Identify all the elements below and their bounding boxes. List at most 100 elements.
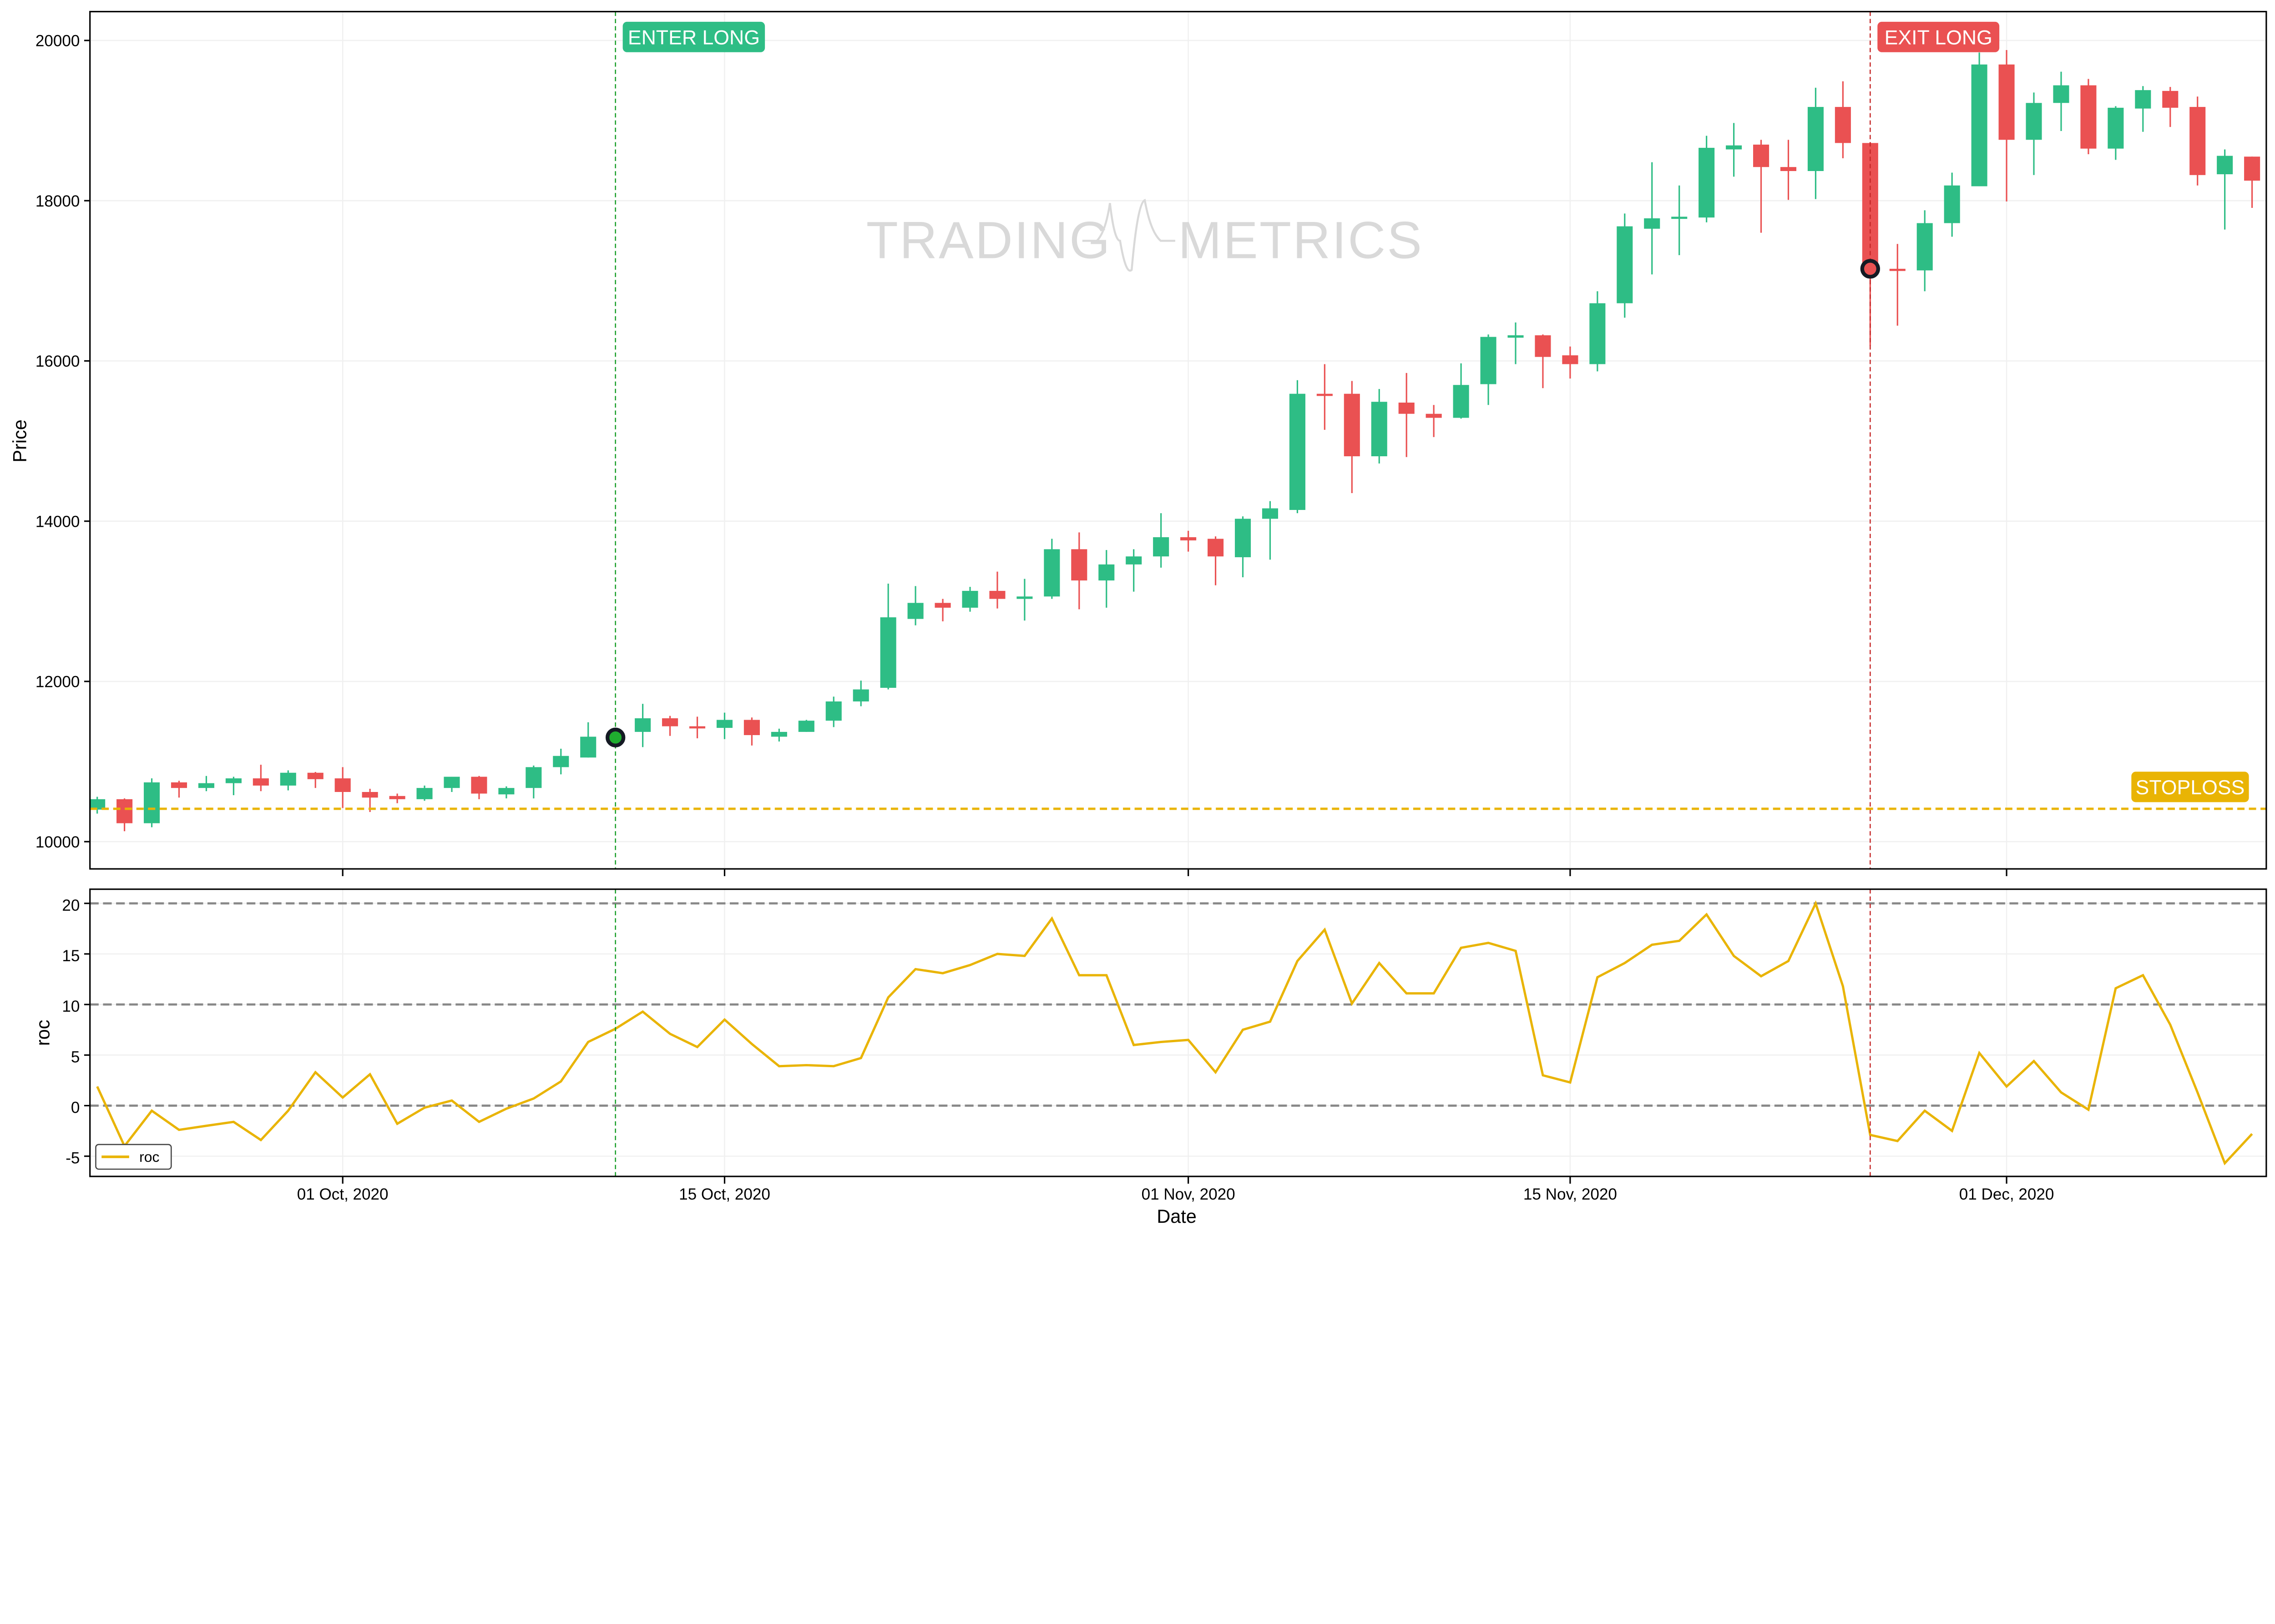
exit-marker: [1860, 259, 1881, 279]
candle-body: [1889, 268, 1906, 271]
candle-down: [1998, 50, 2015, 202]
candle-body: [1535, 335, 1551, 357]
candle-up: [1644, 162, 1660, 275]
legend-roc-label: roc: [139, 1149, 159, 1165]
candle-body: [962, 590, 978, 608]
candle-up: [416, 785, 433, 801]
price-tick-label: 14000: [35, 513, 80, 530]
candle-body: [907, 603, 924, 619]
candle-up: [198, 776, 214, 792]
candle-body: [144, 782, 160, 823]
candle-body: [1371, 402, 1387, 457]
candle-up: [1453, 363, 1469, 419]
price-panel-frame: [89, 10, 2267, 870]
candle-body: [2189, 107, 2206, 175]
candle-body: [580, 736, 597, 758]
candle-down: [1180, 530, 1197, 552]
watermark-wave-icon: [1082, 198, 1175, 272]
date-tick-label: 01 Oct, 2020: [297, 1185, 389, 1203]
candle-body: [2244, 156, 2260, 181]
candle-body: [1126, 556, 1142, 565]
price-tick-label: 16000: [35, 353, 80, 370]
candle-up: [580, 722, 597, 758]
candle-up: [2026, 92, 2042, 175]
candle-body: [689, 726, 706, 729]
candle-body: [171, 782, 187, 788]
candle-down: [662, 716, 678, 736]
candle-down: [471, 776, 487, 799]
candle-body: [1071, 549, 1087, 581]
candle-body: [1699, 147, 1715, 218]
candle-body: [635, 718, 651, 732]
candle-down: [1562, 346, 1578, 379]
candle-up: [526, 765, 542, 799]
candle-body: [334, 778, 351, 792]
candle-body: [798, 721, 814, 732]
candle-body: [471, 777, 487, 794]
exit-label-box: [1877, 21, 2000, 52]
candle-body: [444, 777, 460, 788]
candle-down: [1889, 244, 1906, 326]
candle-up: [144, 778, 160, 827]
candle-body: [1971, 64, 1987, 187]
candle-up: [2053, 71, 2069, 131]
candle-down: [2162, 87, 2179, 127]
price-tick-label: 12000: [35, 673, 80, 691]
roc-tick-label: 5: [71, 1048, 80, 1066]
candle-up: [553, 748, 569, 775]
candle-up: [2217, 149, 2233, 230]
candle-up: [89, 797, 106, 814]
candle-body: [2162, 91, 2179, 108]
candle-down: [116, 798, 133, 832]
stoploss-label: STOPLOSS: [2136, 777, 2245, 799]
enter-label: ENTER LONG: [628, 26, 760, 49]
candle-body: [1344, 393, 1360, 457]
candle-body: [1098, 564, 1115, 581]
enter-label-box: [622, 21, 765, 52]
candle-up: [225, 777, 242, 796]
candle-down: [935, 599, 951, 621]
candle-body: [225, 778, 242, 783]
candle-down: [1316, 364, 1333, 430]
candle-body: [1289, 393, 1305, 510]
candle-up: [444, 777, 460, 792]
date-tick-label: 15 Oct, 2020: [679, 1185, 770, 1203]
candle-down: [689, 716, 706, 738]
candle-body: [1153, 537, 1169, 557]
candle-body: [989, 590, 1006, 599]
candle-up: [880, 584, 896, 690]
candle-body: [1016, 596, 1033, 599]
roc-tick-label: 0: [71, 1099, 80, 1116]
candle-body: [1944, 185, 1960, 223]
candle-body: [1780, 167, 1797, 171]
candle-up: [1234, 516, 1251, 577]
watermark-left: TRADING: [866, 212, 1112, 270]
legend-frame: [95, 1144, 172, 1170]
candle-down: [1344, 381, 1360, 494]
candle-up: [853, 681, 869, 706]
candle-up: [1699, 136, 1715, 222]
watermark-logo: TRADING METRICS: [866, 198, 1422, 272]
stoploss-label-box: [2131, 772, 2249, 802]
enter-marker: [605, 727, 626, 747]
candle-body: [853, 689, 869, 701]
date-tick-label: 01 Nov, 2020: [1142, 1185, 1235, 1203]
candle-body: [280, 772, 296, 786]
candle-down: [989, 571, 1006, 609]
candle-body: [662, 718, 678, 726]
candle-body: [743, 720, 760, 735]
roc-tick-label: 15: [62, 947, 80, 965]
roc-grid: [90, 889, 2266, 1177]
candle-up: [1726, 123, 1742, 177]
price-axis-label: Price: [9, 419, 30, 462]
candle-body: [553, 756, 569, 767]
trading-chart: TRADING METRICS ENTER LONG EXIT LONG STOPL…: [9, 10, 2267, 1227]
roc-line: [96, 900, 2253, 1165]
candle-body: [1208, 539, 1224, 557]
candle-down: [1071, 532, 1087, 610]
candle-body: [2135, 90, 2151, 109]
candle-body: [1753, 144, 1769, 167]
candle-up: [1507, 322, 1524, 364]
candle-body: [389, 796, 405, 799]
candle-up: [825, 696, 842, 727]
